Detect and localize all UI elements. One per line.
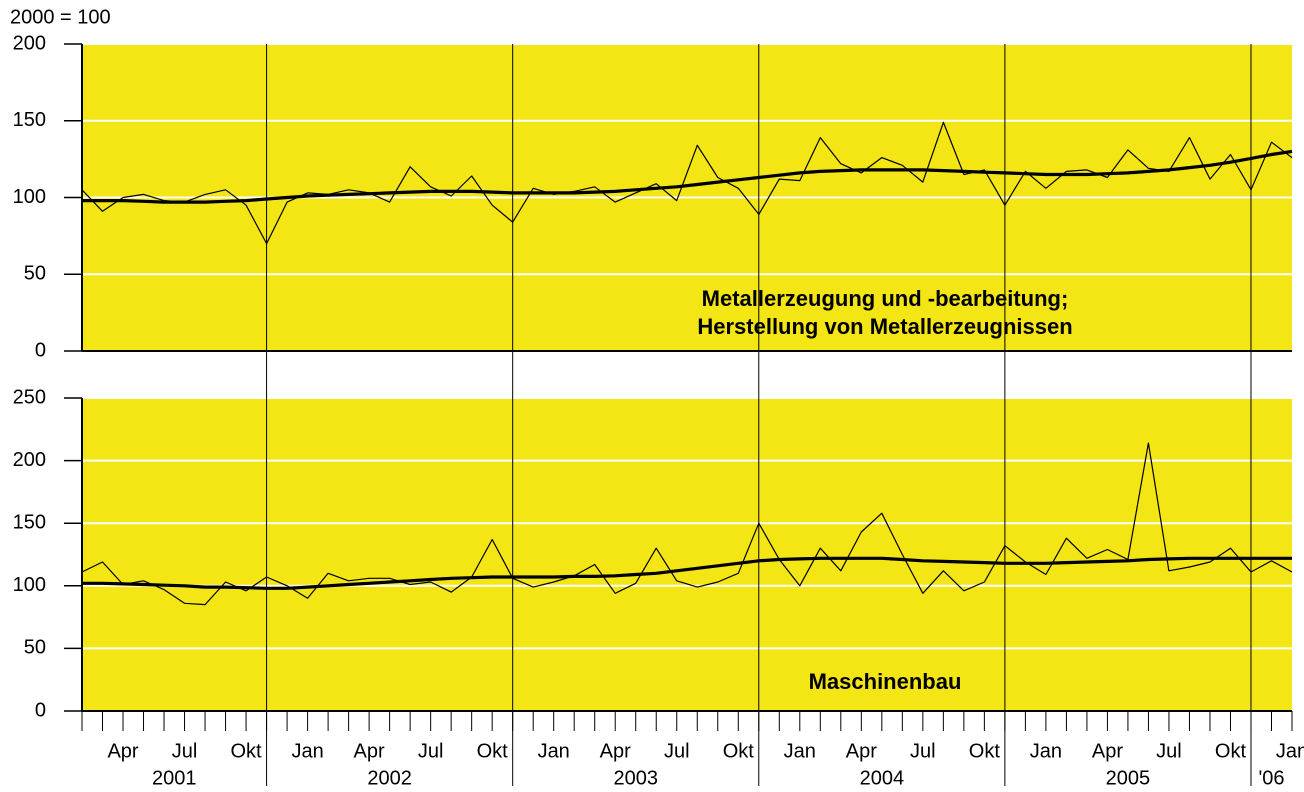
x-tick-label: Okt [231, 740, 263, 762]
year-label: 2003 [613, 767, 658, 789]
x-tick-label: Jan [538, 740, 570, 762]
raw-line [81, 442, 1293, 606]
y-tick-label: 100 [13, 574, 46, 596]
y-tick-label: 100 [13, 186, 46, 208]
annotation: Herstellung von Metallerzeugnissen [697, 314, 1072, 339]
year-label: 2004 [860, 767, 905, 789]
x-tick-label: Jul [1156, 740, 1182, 762]
annotation: Metallerzeugung und -bearbeitung; [702, 286, 1069, 311]
y-tick-label: 200 [13, 449, 46, 471]
x-tick-label: Apr [354, 740, 385, 762]
x-tick-label: Apr [107, 740, 138, 762]
index-base-label: 2000 = 100 [10, 6, 111, 28]
x-tick-label: Jul [172, 740, 198, 762]
year-label: 2005 [1106, 767, 1151, 789]
x-tick-label: Okt [723, 740, 755, 762]
x-tick-label: Jan [1276, 740, 1304, 762]
y-tick-label: 250 [13, 386, 46, 408]
y-tick-label: 150 [13, 109, 46, 131]
year-label: '06 [1258, 767, 1284, 789]
x-tick-label: Okt [477, 740, 509, 762]
plot-background [82, 398, 1292, 711]
year-label: 2002 [367, 767, 412, 789]
trend-line [82, 149, 1293, 204]
x-tick-label: Okt [1215, 740, 1247, 762]
x-tick-label: Apr [846, 740, 877, 762]
x-tick-label: Jul [418, 740, 444, 762]
trend-line [82, 556, 1292, 590]
y-tick-label: 0 [35, 339, 46, 361]
y-tick-label: 200 [13, 32, 46, 54]
x-tick-label: Jul [664, 740, 690, 762]
x-tick-label: Apr [1092, 740, 1123, 762]
annotation: Maschinenbau [809, 669, 962, 694]
x-tick-label: Okt [969, 740, 1001, 762]
year-label: 2001 [152, 767, 197, 789]
x-tick-label: Jan [784, 740, 816, 762]
y-tick-label: 50 [24, 637, 46, 659]
x-tick-label: Jul [910, 740, 936, 762]
x-tick-label: Jan [291, 740, 323, 762]
year-separators [266, 44, 1252, 786]
x-tick-label: Apr [600, 740, 631, 762]
raw-line [81, 121, 1293, 245]
y-tick-label: 0 [35, 699, 46, 721]
y-tick-label: 50 [24, 263, 46, 285]
y-tick-label: 150 [13, 511, 46, 533]
x-tick-label: Jan [1030, 740, 1062, 762]
